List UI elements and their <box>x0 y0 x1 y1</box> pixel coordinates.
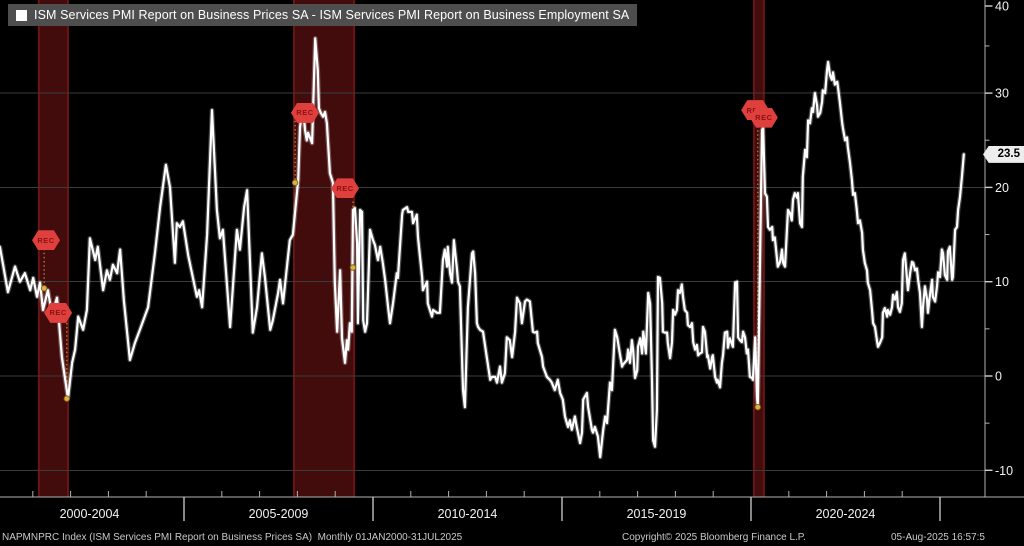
event-dot <box>291 179 299 186</box>
rec-badge[interactable]: REC <box>331 178 360 199</box>
series-line-glow <box>0 36 967 460</box>
y-tick-label: 20 <box>995 181 1009 195</box>
event-dot <box>40 285 48 292</box>
last-value-label: 23.5 <box>983 145 1024 163</box>
y-tick-label: 30 <box>995 87 1009 101</box>
rec-badge[interactable]: REC <box>749 107 778 128</box>
x-section-label: 2005-2009 <box>249 507 309 521</box>
event-dot <box>63 395 71 402</box>
recession-band <box>754 0 764 497</box>
legend-label: ISM Services PMI Report on Business Pric… <box>34 8 630 22</box>
recession-band <box>293 0 355 497</box>
x-section-label: 2010-2014 <box>438 507 498 521</box>
footer-ticker-text: NAPMNPRC Index (ISM Services PMI Report … <box>2 532 463 543</box>
rec-badge[interactable]: REC <box>290 102 319 123</box>
event-dot <box>349 264 357 271</box>
y-tick-label: 40 <box>995 0 1009 14</box>
y-tick-label: 10 <box>995 275 1009 289</box>
rec-badge[interactable]: REC <box>44 302 73 323</box>
rec-badge[interactable]: REC <box>32 230 61 251</box>
y-tick-label: -10 <box>995 464 1013 478</box>
y-tick-label: 0 <box>995 370 1002 384</box>
event-dot <box>754 403 762 411</box>
series-swatch-icon <box>16 9 27 21</box>
footer-timestamp: 05-Aug-2025 16:57:5 <box>891 532 985 543</box>
x-section-label: 2015-2019 <box>627 507 687 521</box>
series-line <box>0 37 965 459</box>
x-section-label: 2020-2024 <box>816 507 876 521</box>
footer: NAPMNPRC Index (ISM Services PMI Report … <box>0 532 1024 546</box>
x-section-label: 2000-2004 <box>60 507 120 521</box>
footer-copyright-text: Copyright© 2025 Bloomberg Finance L.P. <box>622 532 806 543</box>
legend[interactable]: ISM Services PMI Report on Business Pric… <box>8 4 638 26</box>
last-value-text: 23.5 <box>997 148 1020 161</box>
